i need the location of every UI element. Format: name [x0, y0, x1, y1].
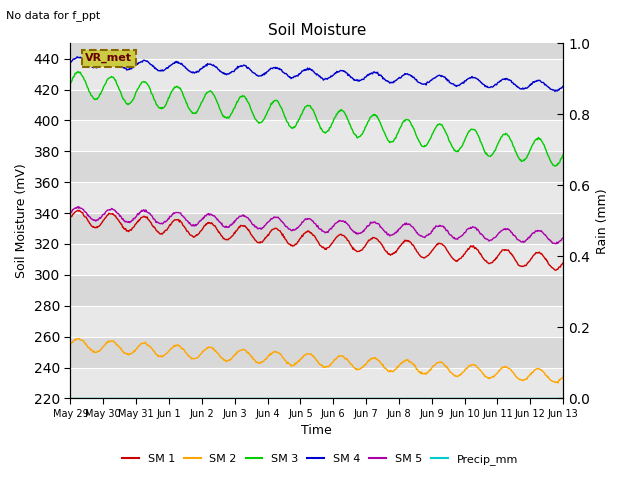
SM 3 [203, 90, 211, 96]
SM 1 [127, 227, 134, 233]
SM 3 [127, 99, 134, 105]
SM 4 [76, 55, 84, 60]
Bar [70, 182, 563, 213]
SM 3 [67, 81, 74, 86]
SM 3 [76, 69, 84, 75]
SM 5 [74, 204, 82, 209]
Bar [70, 59, 563, 90]
SM 3 [392, 135, 399, 141]
SM 4 [67, 59, 74, 64]
Bar [70, 336, 563, 368]
Line: SM 5: SM 5 [70, 206, 563, 244]
SM 1 [203, 221, 211, 227]
SM 5 [377, 224, 385, 230]
SM 4 [377, 72, 385, 78]
SM 1 [177, 219, 184, 225]
Line: SM 3: SM 3 [70, 72, 563, 166]
SM 2 [559, 374, 567, 380]
SM 2 [127, 351, 134, 357]
SM 5 [67, 210, 74, 216]
Precip_mm [376, 396, 384, 401]
SM 1 [377, 240, 385, 246]
SM 5 [392, 229, 399, 235]
Precip_mm [202, 396, 210, 401]
Precip_mm [559, 396, 567, 401]
Precip_mm [391, 396, 399, 401]
SM 5 [203, 212, 211, 217]
SM 4 [127, 65, 134, 71]
SM 3 [177, 86, 184, 92]
Title: Soil Moisture: Soil Moisture [268, 23, 366, 38]
SM 2 [392, 367, 399, 372]
SM 4 [203, 63, 211, 69]
Line: SM 2: SM 2 [70, 338, 563, 383]
Line: SM 1: SM 1 [70, 210, 563, 270]
Bar [70, 120, 563, 151]
SM 1 [67, 214, 74, 220]
Bar [70, 306, 563, 336]
SM 5 [552, 241, 559, 247]
Precip_mm [67, 396, 74, 401]
SM 2 [554, 380, 561, 386]
SM 2 [377, 360, 385, 366]
Bar [70, 151, 563, 182]
Legend: SM 1, SM 2, SM 3, SM 4, SM 5, Precip_mm: SM 1, SM 2, SM 3, SM 4, SM 5, Precip_mm [118, 450, 522, 469]
SM 5 [127, 219, 134, 225]
Precip_mm [176, 396, 184, 401]
Precip_mm [126, 396, 134, 401]
Bar [70, 368, 563, 398]
SM 2 [67, 342, 74, 348]
SM 1 [76, 208, 84, 214]
Bar [70, 213, 563, 244]
SM 4 [177, 61, 184, 67]
SM 1 [74, 207, 82, 213]
SM 5 [177, 210, 184, 216]
Text: No data for f_ppt: No data for f_ppt [6, 10, 100, 21]
Bar [70, 244, 563, 275]
Precip_mm [76, 396, 83, 401]
SM 2 [75, 336, 83, 341]
Bar [70, 43, 563, 59]
SM 3 [74, 69, 82, 74]
SM 2 [203, 345, 211, 351]
SM 1 [552, 267, 559, 273]
SM 1 [392, 249, 399, 255]
Y-axis label: Rain (mm): Rain (mm) [596, 188, 609, 253]
SM 4 [392, 78, 399, 84]
SM 2 [76, 337, 84, 343]
X-axis label: Time: Time [301, 424, 332, 437]
SM 3 [559, 152, 567, 157]
SM 3 [377, 121, 385, 127]
Line: SM 4: SM 4 [70, 57, 563, 91]
Bar [70, 90, 563, 120]
SM 4 [74, 54, 81, 60]
SM 2 [177, 344, 184, 350]
SM 1 [559, 260, 567, 265]
SM 5 [76, 205, 84, 211]
Y-axis label: Soil Moisture (mV): Soil Moisture (mV) [15, 163, 28, 278]
Text: VR_met: VR_met [85, 53, 132, 63]
SM 4 [551, 88, 559, 94]
Bar [70, 275, 563, 306]
SM 3 [551, 163, 559, 169]
SM 4 [559, 83, 567, 89]
SM 5 [559, 235, 567, 241]
